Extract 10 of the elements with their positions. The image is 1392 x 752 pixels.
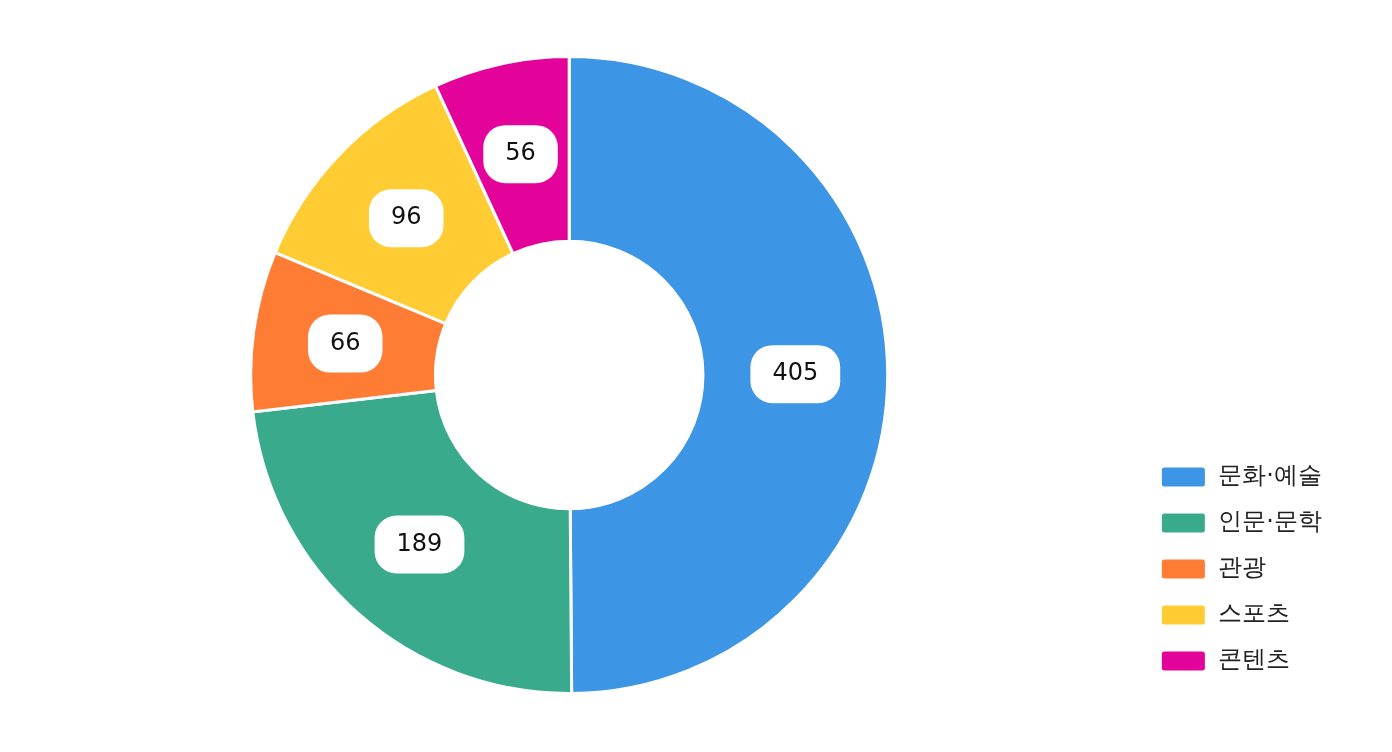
data-label: 66 (329, 327, 361, 356)
legend-label: 콘텐츠 (1218, 645, 1291, 674)
legend-label: 스포츠 (1218, 599, 1291, 628)
data-label: 189 (396, 528, 443, 557)
data-label: 96 (390, 202, 422, 231)
legend-label: 인문·문학 (1218, 507, 1323, 536)
legend-label: 문화·예술 (1218, 461, 1323, 490)
data-label: 56 (505, 138, 536, 167)
data-label: 405 (772, 358, 819, 387)
legend-label: 관광 (1218, 553, 1267, 582)
